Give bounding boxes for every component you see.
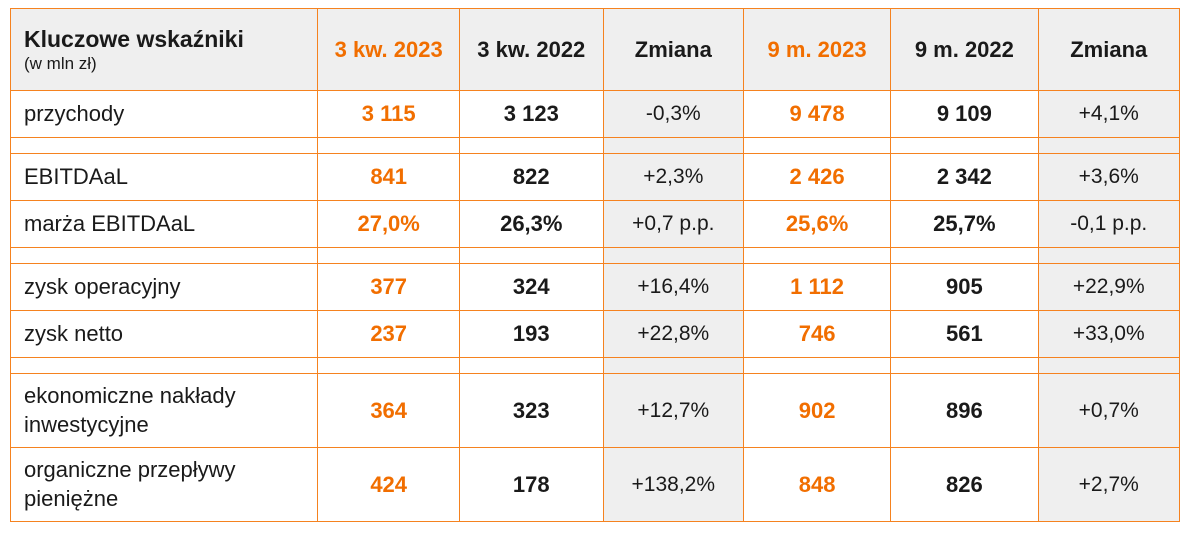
value-q3-2023: 841 [317,153,460,201]
value-9m-2023: 902 [742,373,892,448]
value-9m-2022: 561 [890,310,1039,358]
spacer-cell [602,357,744,374]
kpi-table-container: Kluczowe wskaźniki (w mln zł) 3 kw. 2023… [9,8,1180,522]
value-change-9m: +33,0% [1037,310,1180,358]
row-label: ekonomiczne nakłady inwestycyjne [9,373,319,448]
value-change-q: +138,2% [602,447,744,522]
value-change-9m: +0,7% [1037,373,1180,448]
value-9m-2023: 9 478 [742,90,892,138]
value-9m-2023: 1 112 [742,263,892,311]
spacer-cell [458,137,604,154]
spacer-cell [1037,247,1180,264]
table-row-zysk-netto: zysk netto 237 193 +22,8% 746 561 +33,0% [9,310,1180,358]
value-9m-2023: 25,6% [742,200,892,248]
value-9m-2022: 826 [890,447,1039,522]
value-q3-2023: 237 [317,310,460,358]
table-row-zysk-operacyjny: zysk operacyjny 377 324 +16,4% 1 112 905… [9,263,1180,311]
col-header-q3-2023: 3 kw. 2023 [317,8,460,91]
value-change-q: +22,8% [602,310,744,358]
col-header-change-q: Zmiana [602,8,744,91]
value-q3-2022: 3 123 [458,90,604,138]
table-row-przychody: przychody 3 115 3 123 -0,3% 9 478 9 109 … [9,90,1180,138]
value-9m-2023: 2 426 [742,153,892,201]
value-change-9m: +3,6% [1037,153,1180,201]
value-q3-2022: 26,3% [458,200,604,248]
spacer-cell [317,357,460,374]
col-header-9m-2022: 9 m. 2022 [890,8,1039,91]
spacer-cell [742,357,892,374]
value-change-q: -0,3% [602,90,744,138]
value-9m-2022: 905 [890,263,1039,311]
value-q3-2023: 3 115 [317,90,460,138]
spacer-row [9,247,1180,264]
spacer-cell [890,137,1039,154]
table-row-naklady-inwestycyjne: ekonomiczne nakłady inwestycyjne 364 323… [9,373,1180,448]
col-header-change-9m: Zmiana [1037,8,1180,91]
value-change-9m: +22,9% [1037,263,1180,311]
kpi-table: Kluczowe wskaźniki (w mln zł) 3 kw. 2023… [9,8,1180,522]
value-q3-2023: 424 [317,447,460,522]
spacer-row [9,137,1180,154]
value-9m-2022: 9 109 [890,90,1039,138]
table-row-ebitdaal: EBITDAaL 841 822 +2,3% 2 426 2 342 +3,6% [9,153,1180,201]
value-9m-2023: 746 [742,310,892,358]
value-change-9m: +4,1% [1037,90,1180,138]
row-label: zysk operacyjny [9,263,319,311]
value-q3-2022: 324 [458,263,604,311]
value-q3-2023: 27,0% [317,200,460,248]
header-title-cell: Kluczowe wskaźniki (w mln zł) [9,8,319,91]
table-unit: (w mln zł) [24,54,97,74]
value-q3-2022: 822 [458,153,604,201]
spacer-cell [890,247,1039,264]
col-header-q3-2022: 3 kw. 2022 [458,8,604,91]
value-change-q: +16,4% [602,263,744,311]
spacer-row [9,357,1180,374]
spacer-cell [1037,137,1180,154]
spacer-cell [317,137,460,154]
value-9m-2022: 896 [890,373,1039,448]
row-label: zysk netto [9,310,319,358]
spacer-cell [458,247,604,264]
spacer-cell [602,247,744,264]
value-q3-2022: 323 [458,373,604,448]
value-change-9m: -0,1 p.p. [1037,200,1180,248]
table-row-marza-ebitdaal: marża EBITDAaL 27,0% 26,3% +0,7 p.p. 25,… [9,200,1180,248]
spacer-cell [458,357,604,374]
spacer-cell [9,247,319,264]
spacer-cell [742,137,892,154]
value-change-9m: +2,7% [1037,447,1180,522]
value-q3-2022: 178 [458,447,604,522]
value-9m-2023: 848 [742,447,892,522]
value-change-q: +2,3% [602,153,744,201]
col-header-9m-2023: 9 m. 2023 [742,8,892,91]
row-label: organiczne przepływy pieniężne [9,447,319,522]
row-label: przychody [9,90,319,138]
value-change-q: +0,7 p.p. [602,200,744,248]
header-row: Kluczowe wskaźniki (w mln zł) 3 kw. 2023… [9,8,1180,91]
value-change-q: +12,7% [602,373,744,448]
spacer-cell [890,357,1039,374]
row-label: EBITDAaL [9,153,319,201]
spacer-cell [742,247,892,264]
table-row-przeplywy-pieniezne: organiczne przepływy pieniężne 424 178 +… [9,447,1180,522]
spacer-cell [9,357,319,374]
row-label: marża EBITDAaL [9,200,319,248]
spacer-cell [317,247,460,264]
value-9m-2022: 25,7% [890,200,1039,248]
spacer-cell [9,137,319,154]
table-title: Kluczowe wskaźniki [24,25,244,52]
value-9m-2022: 2 342 [890,153,1039,201]
value-q3-2022: 193 [458,310,604,358]
value-q3-2023: 377 [317,263,460,311]
spacer-cell [602,137,744,154]
spacer-cell [1037,357,1180,374]
value-q3-2023: 364 [317,373,460,448]
